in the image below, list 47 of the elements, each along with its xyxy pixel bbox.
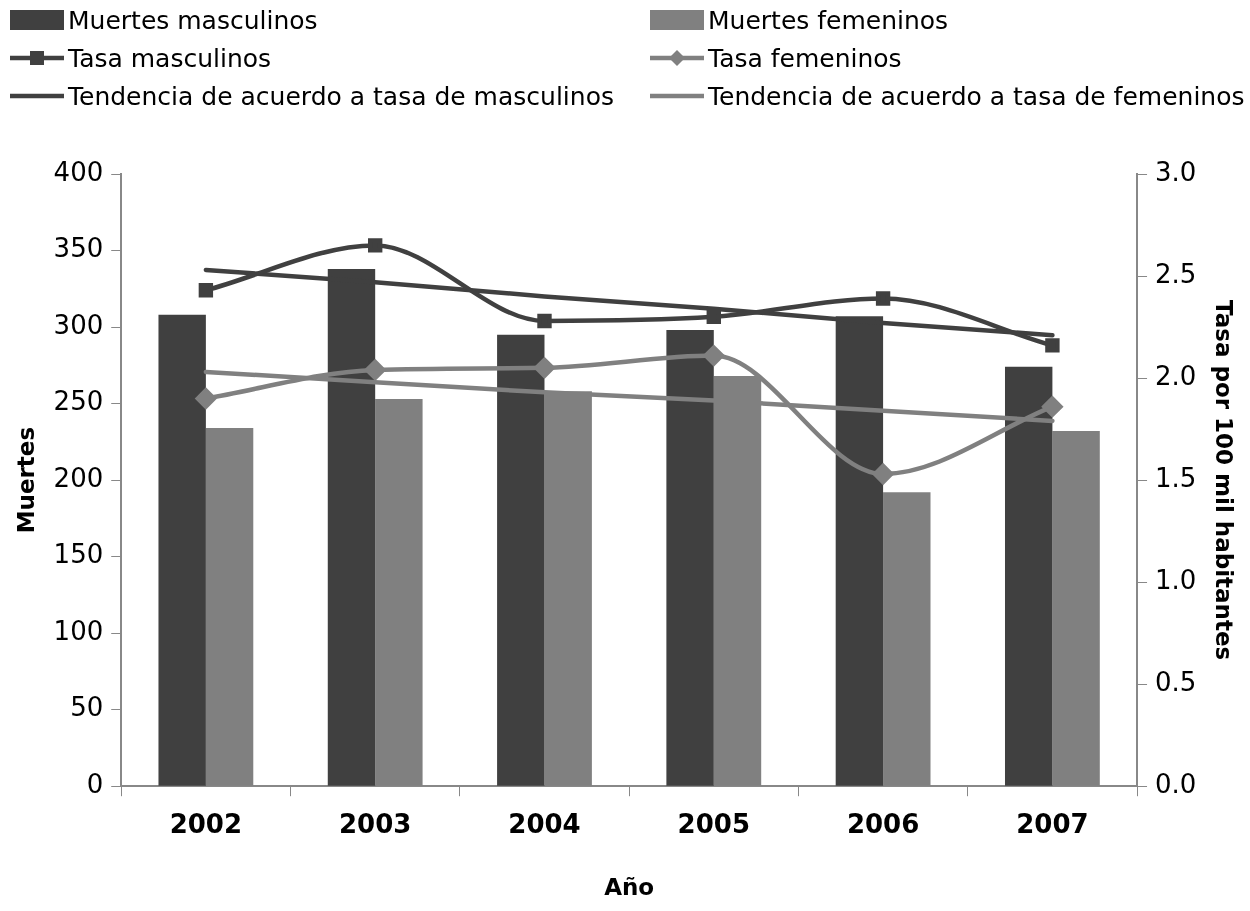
point bbox=[875, 291, 891, 306]
x-tick-label: 2006 bbox=[846, 808, 920, 839]
y2-tick-label: 0.0 bbox=[1155, 768, 1197, 799]
bar bbox=[666, 330, 714, 786]
y2-tick-label: 1.0 bbox=[1155, 564, 1197, 595]
x-tick-label: 2003 bbox=[338, 808, 412, 839]
y-tick-label: 50 bbox=[70, 692, 104, 723]
y2-tick-label: 2.0 bbox=[1155, 360, 1197, 391]
bar bbox=[497, 334, 545, 786]
point bbox=[534, 357, 555, 379]
y2-tick-label: 3.0 bbox=[1155, 156, 1197, 187]
point bbox=[198, 283, 214, 298]
x-tick-label: 2004 bbox=[508, 808, 581, 839]
x-axis-title: Año bbox=[604, 874, 655, 901]
y2-tick-label: 0.5 bbox=[1155, 666, 1197, 697]
x-tick-label: 2002 bbox=[169, 808, 243, 839]
y-tick-label: 300 bbox=[53, 309, 104, 340]
y-tick-label: 150 bbox=[53, 539, 104, 570]
point bbox=[364, 359, 386, 381]
point bbox=[367, 238, 383, 253]
y-tick-label: 250 bbox=[53, 386, 104, 417]
point bbox=[195, 388, 217, 409]
y-tick-label: 100 bbox=[53, 615, 104, 646]
y-tick-label: 400 bbox=[53, 156, 104, 187]
point bbox=[1042, 396, 1063, 417]
legend-label: Tendencia de acuerdo a tasa de masculinos bbox=[68, 81, 614, 111]
bar bbox=[158, 314, 206, 786]
x-tick-label: 2005 bbox=[677, 808, 750, 839]
y2-tick-label: 1.5 bbox=[1155, 462, 1197, 493]
y2-axis-title: Tasa por 100 mil habitantes bbox=[1211, 299, 1238, 661]
y-tick-label: 350 bbox=[53, 233, 104, 264]
point bbox=[1045, 338, 1060, 353]
bar bbox=[1004, 366, 1053, 786]
legend-label: Tasa masculinos bbox=[68, 43, 272, 73]
y-tick-label: 200 bbox=[53, 462, 104, 493]
point bbox=[703, 345, 725, 366]
legend-label: Muertes femeninos bbox=[708, 5, 949, 35]
x-tick-label: 2007 bbox=[1016, 808, 1089, 839]
legend-label: Muertes masculinos bbox=[68, 5, 318, 35]
y2-tick-label: 2.5 bbox=[1155, 258, 1197, 289]
point bbox=[872, 463, 894, 485]
point bbox=[706, 309, 721, 325]
point bbox=[537, 313, 552, 329]
y-tick-label: 0 bbox=[86, 768, 104, 799]
legend-label: Tasa femeninos bbox=[708, 43, 902, 73]
legend-label: Tendencia de acuerdo a tasa de femeninos bbox=[708, 81, 1245, 111]
y-axis-title: Muertes bbox=[12, 426, 39, 534]
